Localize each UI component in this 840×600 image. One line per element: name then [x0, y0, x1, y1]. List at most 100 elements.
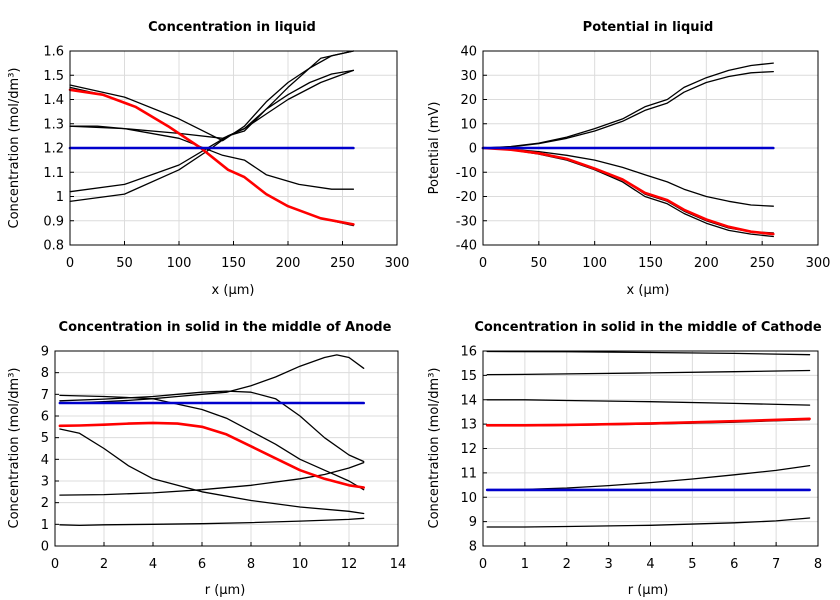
- series-line-t5: [486, 464, 811, 491]
- y-tick-label: 15: [460, 369, 477, 384]
- series-line-t3: [69, 50, 355, 193]
- plot-frame: [482, 350, 819, 547]
- y-axis-label: Potential (mV): [427, 102, 442, 195]
- y-tick-label: 9: [41, 345, 49, 360]
- series-group: [485, 350, 811, 528]
- x-tick-labels: 0 50 100 150 200 250 300: [66, 256, 410, 271]
- y-tick-label: 9: [469, 515, 477, 530]
- x-tick-label: 300: [385, 256, 410, 271]
- series-line-red: [485, 417, 811, 427]
- y-tick-label: 13: [460, 418, 477, 433]
- y-tick-label: 0: [469, 142, 477, 157]
- y-tick-label: 1: [41, 518, 49, 533]
- y-tick-label: 8: [41, 366, 49, 381]
- y-tick-label: 5: [41, 431, 49, 446]
- series-line-t3: [482, 147, 774, 207]
- panel-concentration-liquid: Concentration in liquid 0 50 100 150 200 250 3…: [7, 20, 409, 298]
- x-tick-label: 0: [479, 557, 487, 572]
- x-tick-label: 100: [167, 256, 192, 271]
- y-tick-label: 1: [56, 190, 64, 205]
- y-tick-label: 1.1: [43, 166, 64, 181]
- y-tick-labels: 8 9 10 11 12 13 14 15 16: [460, 345, 477, 555]
- panel-title: Concentration in solid in the middle of …: [474, 320, 822, 335]
- x-tick-label: 100: [582, 256, 607, 271]
- x-tick-label: 8: [814, 557, 822, 572]
- y-tick-labels: 0 1 2 3 4 5 6 7 8 9: [41, 345, 49, 555]
- y-tick-label: 11: [460, 466, 477, 481]
- y-tick-label: 0: [41, 540, 49, 555]
- y-tick-label: 1.2: [43, 142, 64, 157]
- y-tick-label: 10: [460, 491, 477, 506]
- series-line-t3: [59, 390, 365, 463]
- series-line-t5: [482, 147, 774, 234]
- x-tick-label: 50: [531, 256, 548, 271]
- y-tick-label: 1.6: [43, 45, 64, 60]
- x-tick-label: 10: [292, 557, 309, 572]
- y-tick-label: 3: [41, 475, 49, 490]
- series-line-red: [58, 421, 366, 489]
- x-tick-label: 6: [198, 557, 206, 572]
- y-tick-label: 14: [460, 393, 477, 408]
- y-tick-labels: 0.8 0.9 1 1.1 1.2 1.3 1.4 1.5 1.6: [43, 45, 64, 254]
- y-tick-label: 1.5: [43, 69, 64, 84]
- y-axis-label: Concentration (mol/dm³): [7, 368, 22, 529]
- series-line-t6: [59, 517, 365, 527]
- series-group: [481, 62, 775, 238]
- x-tick-label: 2: [563, 557, 571, 572]
- panel-title: Potential in liquid: [583, 20, 714, 35]
- plot-frame: [54, 350, 399, 547]
- plot-frame: [482, 50, 819, 246]
- y-tick-label: -30: [456, 214, 477, 229]
- x-tick-label: 14: [390, 557, 407, 572]
- x-tick-label: 1: [521, 557, 529, 572]
- series-line-t2: [486, 369, 811, 376]
- y-tick-label: 30: [460, 69, 477, 84]
- y-axis-label: Concentration (mol/dm³): [427, 368, 442, 529]
- panel-title: Concentration in solid in the middle of …: [59, 320, 392, 335]
- x-tick-label: 200: [276, 256, 301, 271]
- x-tick-label: 12: [341, 557, 358, 572]
- x-tick-label: 0: [51, 557, 59, 572]
- x-tick-label: 200: [694, 256, 719, 271]
- x-tick-label: 4: [149, 557, 157, 572]
- y-tick-label: 7: [41, 388, 49, 403]
- x-tick-label: 250: [330, 256, 355, 271]
- x-axis-label: r (µm): [205, 583, 246, 598]
- x-tick-label: 0: [479, 256, 487, 271]
- y-tick-label: 12: [460, 442, 477, 457]
- y-tick-label: 16: [460, 345, 477, 360]
- grid: [54, 350, 399, 547]
- x-tick-label: 2: [100, 557, 108, 572]
- x-tick-label: 8: [247, 557, 255, 572]
- y-tick-label: 1.4: [43, 93, 64, 108]
- series-group: [58, 354, 366, 527]
- x-tick-label: 0: [66, 256, 74, 271]
- y-tick-label: -40: [456, 239, 477, 254]
- y-tick-label: 40: [460, 45, 477, 60]
- series-line-red: [481, 146, 775, 236]
- series-line-t4: [482, 147, 774, 238]
- x-tick-label: 7: [772, 557, 780, 572]
- panel-solid-anode: Concentration in solid in the middle of …: [7, 320, 406, 598]
- y-tick-label: 10: [460, 117, 477, 132]
- y-tick-label: 4: [41, 453, 49, 468]
- x-tick-labels: 0 1 2 3 4 5 6 7 8: [479, 557, 822, 572]
- plot-frame: [69, 50, 398, 246]
- series-line-t5: [59, 461, 365, 496]
- y-tick-labels: -40 -30 -20 -10 0 10 20 30 40: [456, 45, 477, 254]
- series-group: [68, 50, 355, 227]
- x-tick-label: 150: [221, 256, 246, 271]
- series-line-t4: [69, 69, 355, 203]
- series-line-t2: [482, 70, 774, 149]
- x-tick-label: 300: [806, 256, 831, 271]
- y-tick-label: 2: [41, 496, 49, 511]
- y-tick-label: 1.3: [43, 117, 64, 132]
- y-tick-label: 8: [469, 540, 477, 555]
- y-axis-label: Concentration (mol/dm³): [7, 68, 22, 229]
- x-tick-label: 150: [638, 256, 663, 271]
- x-axis-label: x (µm): [627, 283, 670, 298]
- y-tick-label: 20: [460, 93, 477, 108]
- panel-solid-cathode: Concentration in solid in the middle of …: [427, 320, 822, 598]
- y-tick-label: 0.9: [43, 214, 64, 229]
